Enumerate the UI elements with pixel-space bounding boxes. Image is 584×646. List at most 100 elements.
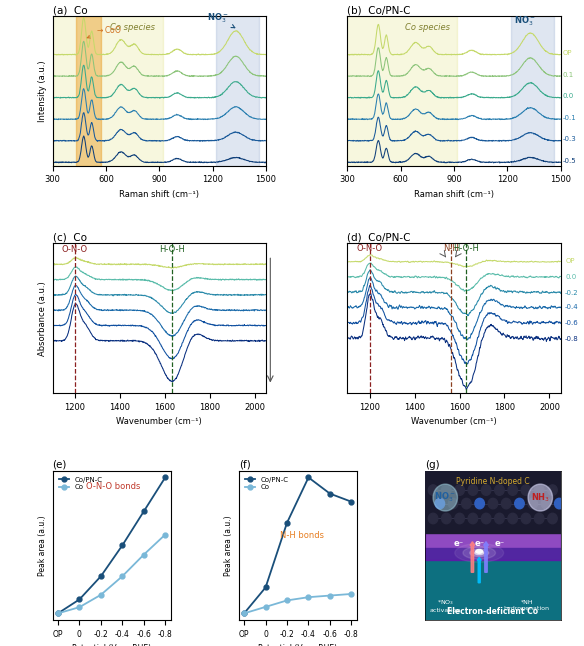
Text: N-H: N-H	[443, 244, 458, 253]
Text: NH$_3$: NH$_3$	[531, 492, 550, 504]
Co/PN-C	[119, 541, 126, 549]
Line: Co/PN-C: Co/PN-C	[55, 475, 168, 616]
Co	[283, 596, 290, 604]
Circle shape	[435, 498, 444, 509]
Co	[326, 592, 333, 599]
Text: -0.4: -0.4	[565, 304, 579, 310]
Text: e⁻: e⁻	[454, 539, 464, 548]
Co/PN-C	[76, 596, 83, 603]
Bar	[425, 528, 561, 560]
Ellipse shape	[476, 550, 482, 553]
Co/PN-C	[162, 474, 169, 481]
Text: *NH
hydrogenation: *NH hydrogenation	[504, 599, 550, 610]
Circle shape	[548, 514, 557, 524]
Text: 0.1: 0.1	[562, 72, 573, 78]
X-axis label: Wavenumber (cm⁻¹): Wavenumber (cm⁻¹)	[116, 417, 202, 426]
Circle shape	[495, 485, 504, 495]
Text: $\rightarrow$CoO: $\rightarrow$CoO	[87, 23, 122, 38]
Text: -0.6: -0.6	[565, 320, 579, 326]
Circle shape	[461, 498, 471, 509]
Text: -0.1: -0.1	[562, 115, 576, 121]
Text: -0.2: -0.2	[565, 290, 579, 297]
Co	[348, 590, 355, 598]
Circle shape	[528, 498, 537, 509]
Circle shape	[528, 484, 552, 511]
Text: O-N-O: O-N-O	[357, 244, 383, 253]
Circle shape	[468, 514, 478, 524]
Bar	[216, 16, 259, 165]
Text: (a)  Co: (a) Co	[53, 5, 87, 16]
Text: (f): (f)	[239, 460, 251, 470]
Co	[54, 609, 61, 617]
Circle shape	[449, 498, 458, 509]
Co	[262, 603, 269, 610]
Co	[305, 593, 312, 601]
Text: Co species: Co species	[110, 23, 155, 32]
Text: NO$_3^-$: NO$_3^-$	[434, 491, 456, 505]
X-axis label: Potential (V vs. RHE): Potential (V vs. RHE)	[72, 645, 151, 646]
Co	[76, 603, 83, 611]
X-axis label: Raman shift (cm⁻¹): Raman shift (cm⁻¹)	[119, 190, 199, 199]
Circle shape	[468, 485, 478, 495]
Text: OP: OP	[562, 50, 572, 56]
Co	[140, 551, 147, 559]
Co/PN-C	[348, 498, 355, 506]
Text: (g): (g)	[425, 460, 440, 470]
X-axis label: Wavenumber (cm⁻¹): Wavenumber (cm⁻¹)	[411, 417, 497, 426]
Circle shape	[433, 484, 457, 511]
Co/PN-C	[54, 609, 61, 617]
Co	[119, 572, 126, 580]
Text: N-H bonds: N-H bonds	[280, 531, 324, 540]
Text: Electron-deficient Co: Electron-deficient Co	[447, 607, 538, 616]
Circle shape	[508, 514, 517, 524]
Line: Co: Co	[242, 592, 354, 616]
Circle shape	[515, 498, 524, 509]
Text: -0.8: -0.8	[565, 336, 579, 342]
Bar	[347, 16, 457, 165]
Co/PN-C	[140, 508, 147, 516]
Text: 0.0: 0.0	[565, 273, 576, 280]
Text: (d)  Co/PN-C: (d) Co/PN-C	[347, 233, 411, 243]
Co/PN-C	[305, 474, 312, 481]
Y-axis label: Absorbance (a.u.): Absorbance (a.u.)	[38, 281, 47, 355]
Co/PN-C	[326, 490, 333, 497]
Circle shape	[521, 485, 531, 495]
Text: (c)  Co: (c) Co	[53, 233, 86, 243]
Text: -0.5: -0.5	[562, 158, 576, 164]
Text: H-O-H: H-O-H	[453, 244, 479, 253]
FancyArrow shape	[484, 541, 488, 572]
Circle shape	[555, 498, 564, 509]
Co/PN-C	[262, 583, 269, 591]
Circle shape	[455, 485, 464, 495]
Co	[98, 591, 105, 599]
Co/PN-C	[283, 519, 290, 526]
Circle shape	[442, 514, 451, 524]
Text: 0.0: 0.0	[562, 94, 573, 99]
Bar	[511, 16, 554, 165]
Circle shape	[481, 514, 491, 524]
Text: Pyridine N-doped C: Pyridine N-doped C	[456, 477, 530, 486]
Co/PN-C	[98, 572, 105, 580]
Bar	[76, 16, 100, 165]
Ellipse shape	[463, 547, 495, 559]
Text: NO$_3^-$: NO$_3^-$	[514, 15, 536, 28]
FancyArrow shape	[470, 541, 475, 572]
Text: -0.3: -0.3	[562, 136, 576, 142]
Circle shape	[455, 514, 464, 524]
Y-axis label: Peak area (a.u.): Peak area (a.u.)	[224, 515, 233, 576]
Text: *NO$_3$
activation: *NO$_3$ activation	[430, 598, 461, 612]
Text: Co species: Co species	[405, 23, 450, 32]
Text: (e): (e)	[53, 460, 67, 470]
Co	[162, 531, 169, 539]
Circle shape	[481, 485, 491, 495]
Circle shape	[495, 514, 504, 524]
Ellipse shape	[470, 549, 489, 557]
Bar	[53, 16, 163, 165]
Circle shape	[502, 498, 511, 509]
Y-axis label: Peak area (a.u.): Peak area (a.u.)	[38, 515, 47, 576]
Circle shape	[488, 498, 498, 509]
Bar	[425, 471, 561, 534]
Circle shape	[442, 485, 451, 495]
Text: O-N-O bonds: O-N-O bonds	[86, 482, 140, 490]
Legend: Co/PN-C, Co: Co/PN-C, Co	[56, 474, 106, 493]
